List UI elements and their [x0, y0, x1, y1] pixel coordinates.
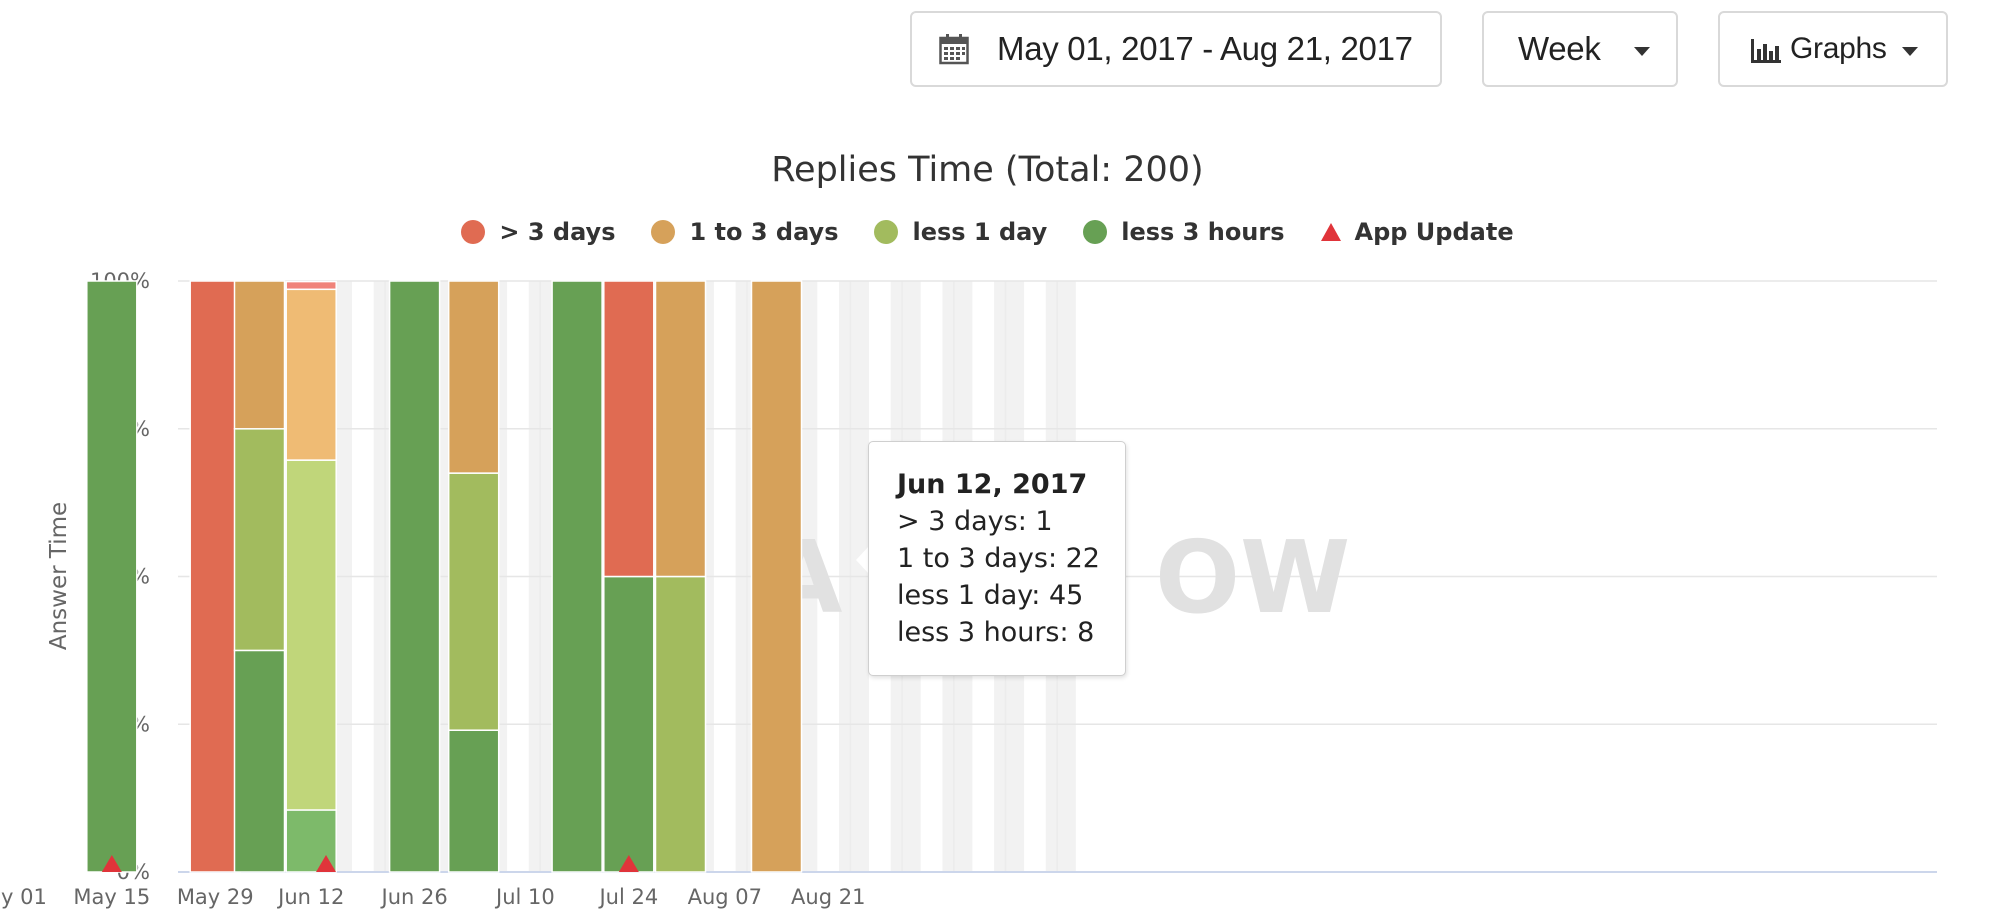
chart-title: Replies Time (Total: 200)	[771, 150, 1204, 190]
x-tick-label: May 29	[177, 885, 254, 909]
bar-segment	[233, 649, 286, 873]
legend-item[interactable]: > 3 days	[461, 218, 615, 246]
tooltip-line: 1 to 3 days: 22	[897, 543, 1100, 574]
bar-segment	[447, 280, 500, 474]
bar-segment	[654, 575, 707, 873]
legend-dot-icon	[461, 220, 486, 244]
legend-item[interactable]: 1 to 3 days	[651, 218, 838, 246]
bar-segment	[285, 288, 337, 461]
bar-segment	[285, 280, 337, 291]
bar-segment	[233, 428, 286, 652]
legend-label: less 1 day	[912, 218, 1048, 246]
tooltip-line: > 3 days: 1	[897, 506, 1053, 537]
legend-item[interactable]: less 3 hours	[1083, 218, 1285, 246]
app-update-marker	[101, 855, 122, 872]
app-update-marker	[618, 855, 639, 872]
legend-dot-icon	[1083, 220, 1108, 244]
watermark-text: OW	[1155, 519, 1350, 636]
caret-down-icon	[1634, 47, 1650, 56]
x-tick-label: Jun 12	[276, 885, 344, 909]
tooltip-line: less 3 hours: 8	[897, 617, 1095, 648]
graphs-label: Graphs	[1790, 32, 1887, 65]
legend-dot-icon	[651, 220, 676, 244]
bar-segment	[654, 280, 707, 578]
bar-segment	[86, 280, 138, 873]
x-tick-label: May 15	[73, 885, 150, 909]
period-label: Week	[1518, 30, 1601, 67]
legend-label: 1 to 3 days	[689, 218, 839, 246]
legend-item[interactable]: App Update	[1320, 218, 1514, 246]
tooltip-date: Jun 12, 2017	[897, 469, 1088, 500]
bar-chart-icon	[1751, 39, 1781, 68]
triangle-marker-icon	[1320, 223, 1341, 241]
legend-item[interactable]: less 1 day	[874, 218, 1047, 246]
chart-tooltip: Jun 12, 2017 > 3 days: 1 1 to 3 days: 22…	[868, 441, 1126, 676]
x-tick-label: Jul 10	[494, 885, 555, 909]
x-tick-label: Jul 24	[597, 885, 658, 909]
tooltip-line: less 1 day: 45	[897, 580, 1084, 611]
caret-down-icon	[1902, 47, 1918, 56]
legend-label: App Update	[1354, 218, 1514, 246]
bar-segment	[447, 472, 500, 731]
bar-segment	[233, 280, 286, 430]
x-tick-label: Jun 26	[380, 885, 448, 909]
app-update-marker	[316, 855, 337, 872]
bar-segment	[603, 575, 655, 873]
bar-segment	[447, 729, 500, 873]
legend-label: less 3 hours	[1121, 218, 1285, 246]
legend-dot-icon	[874, 220, 899, 244]
period-select[interactable]: Week	[1482, 11, 1678, 87]
bar-segment	[603, 280, 655, 578]
x-tick-label: Aug 07	[688, 885, 762, 909]
bar-segment	[551, 280, 603, 873]
graphs-view-menu[interactable]: Graphs	[1718, 11, 1948, 87]
bar-segment	[189, 280, 241, 873]
bar-segment	[388, 280, 441, 873]
date-range-label: May 01, 2017 - Aug 21, 2017	[997, 30, 1413, 67]
bar-segment	[750, 280, 803, 873]
x-tick-label: Aug 21	[791, 885, 865, 909]
bar-segment	[285, 459, 337, 811]
y-axis-title: Answer Time	[46, 502, 72, 650]
legend-label: > 3 days	[499, 218, 616, 246]
chart-legend: > 3 days 1 to 3 days less 1 day less 3 hour…	[0, 218, 1975, 246]
date-range-picker[interactable]: May 01, 2017 - Aug 21, 2017	[910, 11, 1442, 87]
calendar-icon	[939, 33, 969, 70]
tooltip-pointer	[856, 546, 869, 574]
x-tick-label: May 01	[0, 885, 47, 909]
